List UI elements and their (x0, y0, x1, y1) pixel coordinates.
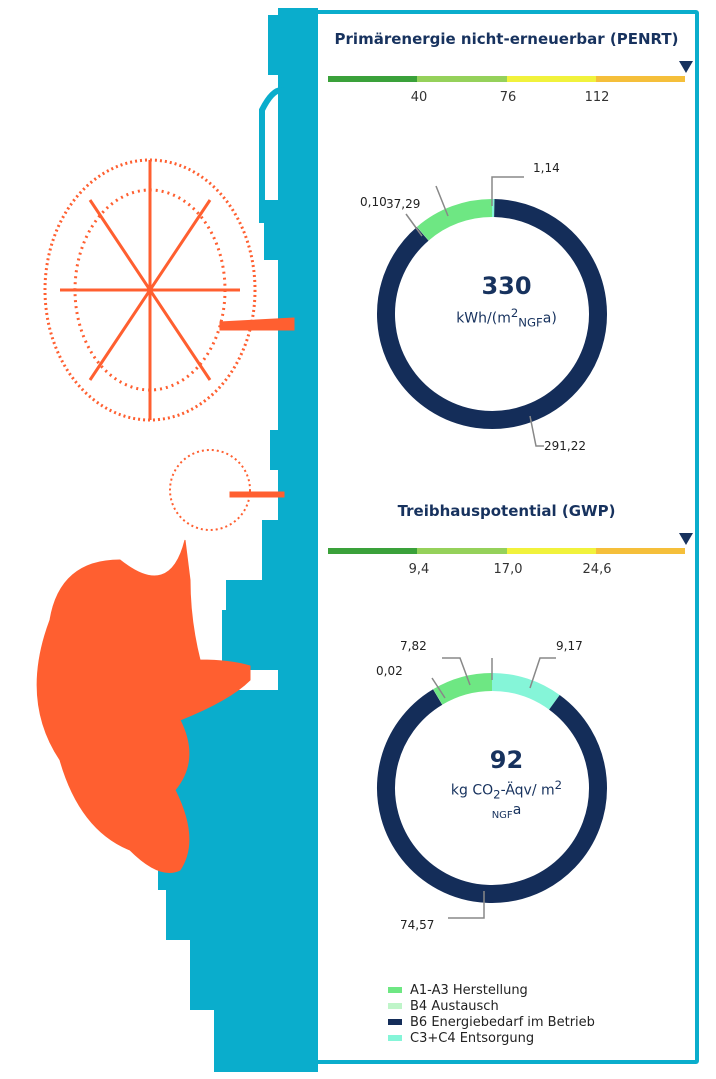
slice-b6 (377, 689, 607, 903)
legend-label: A1-A3 Herstellung (410, 982, 528, 998)
penrt-label-a1a3: 37,29 (386, 197, 421, 211)
gwp-unit-co2: kg CO (450, 782, 494, 799)
slice-b6 (377, 199, 607, 429)
scale-segment-3 (506, 76, 596, 82)
legend-label: B6 Energiebedarf im Betrieb (410, 1014, 595, 1030)
penrt-tick-2: 76 (499, 90, 517, 105)
leader-line (405, 213, 423, 237)
gwp-tick-1: 9,4 (408, 562, 430, 577)
penrt-unit-tail: a) (542, 310, 557, 327)
slice-a1-a3 (416, 199, 493, 241)
scale-segment-1 (328, 76, 418, 82)
penrt-unit-sub: NGF (518, 315, 543, 330)
gwp-unit-sub: NGF (491, 809, 513, 821)
penrt-label-c3c4: 1,14 (533, 161, 560, 175)
gwp-unit-line-1: kg CO2-Äqv/ m2 (318, 778, 695, 801)
penrt-scale-bar (328, 76, 685, 82)
penrt-label-b6: 291,22 (544, 439, 586, 453)
legend-item-b4: B4 Austausch (388, 998, 595, 1014)
results-panel: Primärenergie nicht-erneuerbar (PENRT) 4… (314, 10, 699, 1064)
slice-a1-a3 (433, 673, 493, 705)
scale-segment-3 (506, 548, 596, 554)
gwp-unit-line-2: NGFa (318, 802, 695, 821)
legend-item-b6: B6 Energiebedarf im Betrieb (388, 1014, 595, 1030)
penrt-tick-1: 40 (410, 90, 428, 105)
legend-swatch (388, 1019, 402, 1025)
penrt-unit-main: kWh/(m (456, 310, 511, 327)
gwp-unit-mid: -Äqv/ m (500, 782, 555, 799)
penrt-title: Primärenergie nicht-erneuerbar (PENRT) (334, 30, 679, 48)
legend-label: C3+C4 Entsorgung (410, 1030, 535, 1046)
penrt-label-b4: 0,10 (360, 195, 387, 209)
legend-label: B4 Austausch (410, 998, 499, 1014)
chart-legend: A1-A3 Herstellung B4 Austausch B6 Energi… (388, 982, 595, 1046)
penrt-total-value: 330 (481, 272, 532, 300)
scale-segment-2 (417, 548, 507, 554)
scale-segment-2 (417, 76, 507, 82)
slice-c3-c4 (491, 673, 560, 710)
leader-line (529, 415, 544, 447)
penrt-unit: kWh/(m2NGFa) (318, 306, 695, 329)
leader-line (431, 677, 446, 699)
gwp-unit-co2-sub: 2 (493, 787, 501, 802)
leader-line (435, 185, 449, 217)
gwp-donut-chart (377, 657, 607, 919)
legend-swatch (388, 1003, 402, 1009)
gwp-tick-3: 24,6 (582, 562, 612, 577)
gwp-scale-bar (328, 548, 685, 554)
gwp-title: Treibhauspotential (GWP) (397, 502, 616, 520)
legend-item-a1a3: A1-A3 Herstellung (388, 982, 595, 998)
penrt-scale-marker-icon (679, 61, 693, 73)
gwp-label-c3c4: 9,17 (556, 639, 583, 653)
leader-line (491, 176, 524, 206)
penrt-unit-sup: 2 (510, 306, 519, 320)
scale-segment-1 (328, 548, 418, 554)
gwp-label-a1a3: 7,82 (400, 639, 427, 653)
gwp-total-value: 92 (489, 746, 524, 774)
gwp-scale-marker-icon (679, 533, 693, 545)
leader-line (448, 891, 485, 919)
legend-swatch (388, 1035, 402, 1041)
legend-item-c3c4: C3+C4 Entsorgung (388, 1030, 595, 1046)
gwp-unit-tail: a (512, 802, 522, 818)
penrt-donut-chart (377, 176, 607, 447)
gwp-unit-sup: 2 (554, 778, 563, 792)
leader-line (442, 657, 471, 686)
gwp-tick-2: 17,0 (493, 562, 523, 577)
scale-segment-4 (595, 548, 685, 554)
leader-line (529, 657, 556, 689)
gwp-label-b4: 0,02 (376, 664, 403, 678)
legend-swatch (388, 987, 402, 993)
gwp-label-b6: 74,57 (400, 918, 435, 932)
tree-illustration (36, 158, 295, 873)
city-skyline (158, 8, 318, 1072)
scale-segment-4 (595, 76, 685, 82)
penrt-tick-3: 112 (584, 90, 610, 105)
